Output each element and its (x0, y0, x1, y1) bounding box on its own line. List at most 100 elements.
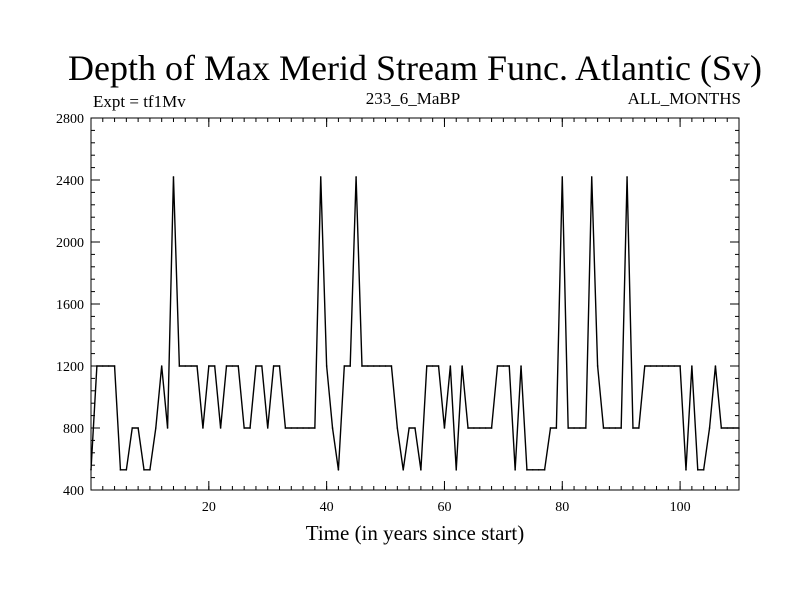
data-point (319, 176, 322, 178)
data-point (155, 427, 157, 429)
data-point (225, 365, 228, 367)
data-point (608, 427, 611, 429)
data-point (237, 365, 240, 367)
data-point (661, 365, 664, 367)
subtitle-left: Expt = tf1Mv (93, 92, 186, 111)
y-tick-label: 2000 (56, 236, 84, 251)
x-tick-label: 80 (555, 500, 569, 515)
data-point (96, 365, 98, 367)
data-point (278, 365, 281, 367)
data-point (685, 469, 687, 471)
data-point (738, 427, 740, 429)
data-point (532, 469, 534, 471)
data-point (691, 365, 693, 367)
data-point (343, 365, 346, 367)
data-point (337, 469, 340, 471)
data-point (655, 365, 658, 367)
data-point (149, 469, 151, 471)
x-tick-label: 60 (437, 500, 451, 515)
data-point (408, 427, 410, 429)
data-point (696, 469, 699, 471)
data-point (420, 469, 422, 471)
data-point (620, 427, 622, 429)
data-point (113, 365, 116, 367)
x-tick-label: 40 (320, 500, 334, 515)
data-point (455, 469, 458, 471)
data-point (649, 365, 652, 367)
data-point (101, 365, 104, 367)
data-point (208, 365, 210, 367)
data-point (219, 427, 222, 429)
data-point (590, 176, 593, 178)
data-point (667, 365, 670, 367)
data-point (143, 469, 145, 471)
data-point (567, 427, 569, 429)
data-point (160, 365, 163, 367)
data-point (732, 427, 734, 429)
data-point (520, 365, 522, 367)
data-point (702, 469, 705, 471)
data-point (579, 427, 581, 429)
data-point (196, 365, 198, 367)
data-point (543, 469, 546, 471)
x-tick-label: 20 (202, 500, 216, 515)
data-point (355, 176, 357, 178)
data-point (125, 469, 128, 471)
data-point (384, 365, 387, 367)
y-tick-label: 2400 (56, 174, 84, 189)
data-point (166, 427, 169, 429)
data-point (461, 365, 463, 367)
y-tick-label: 1200 (56, 360, 84, 375)
data-point (90, 469, 92, 471)
data-point (555, 427, 558, 429)
data-point (231, 365, 234, 367)
y-tick-label: 1600 (56, 298, 84, 313)
data-point (473, 427, 475, 429)
data-point (361, 365, 363, 367)
data-point (290, 427, 293, 429)
y-tick-label: 800 (63, 422, 84, 437)
data-point (514, 469, 516, 471)
data-point (178, 365, 181, 367)
plot-frame (90, 117, 740, 491)
data-point (390, 365, 393, 367)
data-point (679, 365, 681, 367)
subtitle-center: 233_6_MaBP (366, 89, 460, 108)
data-point (349, 365, 352, 367)
data-point (626, 176, 628, 178)
data-point (726, 427, 729, 429)
data-point (325, 365, 328, 367)
data-point (425, 365, 428, 367)
y-tick-label: 400 (63, 484, 84, 499)
data-point (378, 365, 381, 367)
data-point (614, 427, 617, 429)
subtitle-right: ALL_MONTHS (628, 89, 741, 108)
data-point (402, 469, 405, 471)
data-point (585, 427, 587, 429)
data-point (284, 427, 287, 429)
data-point (367, 365, 369, 367)
data-point (526, 469, 528, 471)
data-point (537, 469, 540, 471)
data-point (202, 427, 204, 429)
data-point (137, 427, 139, 429)
data-point (449, 365, 452, 367)
data-point (490, 427, 493, 429)
data-point (549, 427, 552, 429)
data-point (314, 427, 316, 429)
data-point (596, 365, 599, 367)
y-tick-label: 2800 (56, 112, 84, 127)
data-point (302, 427, 304, 429)
data-point (502, 365, 505, 367)
data-point (190, 365, 192, 367)
data-point (372, 365, 375, 367)
data-point (272, 365, 275, 367)
data-point (496, 365, 499, 367)
data-point (184, 365, 187, 367)
data-point (396, 427, 399, 429)
data-point (573, 427, 575, 429)
x-tick-label: 100 (670, 500, 691, 515)
data-point (602, 427, 605, 429)
data-point (107, 365, 110, 367)
